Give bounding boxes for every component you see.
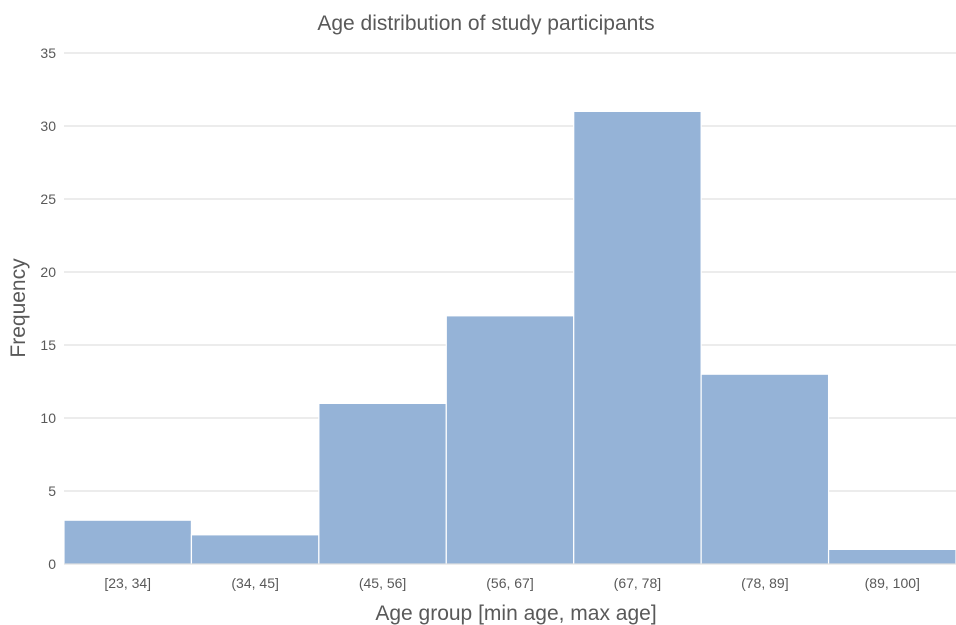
y-tick-label: 10 (40, 410, 56, 426)
bar (446, 316, 573, 564)
y-tick-label: 15 (40, 337, 56, 353)
chart-title: Age distribution of study participants (317, 12, 654, 35)
y-tick-label: 20 (40, 264, 56, 280)
x-tick-label: (89, 100] (865, 575, 920, 591)
x-tick-label: (45, 56] (359, 575, 406, 591)
y-tick-label: 25 (40, 191, 56, 207)
y-axis-title: Frequency (7, 258, 30, 358)
x-tick-label: (34, 45] (231, 575, 278, 591)
bar (64, 520, 191, 564)
y-tick-label: 35 (40, 45, 56, 61)
x-tick-label: (56, 67] (486, 575, 533, 591)
x-axis-ticks: [23, 34] (34, 45] (45, 56] (56, 67] (67, 78]… (104, 575, 920, 591)
bars (64, 111, 956, 564)
x-axis-title: Age group [min age, max age] (375, 602, 656, 625)
bar (319, 403, 446, 564)
x-tick-label: (78, 89] (741, 575, 788, 591)
x-tick-label: [23, 34] (104, 575, 151, 591)
bar (829, 549, 956, 564)
bar (191, 535, 318, 564)
y-tick-label: 5 (48, 483, 56, 499)
x-tick-label: (67, 78] (614, 575, 661, 591)
y-tick-label: 30 (40, 118, 56, 134)
y-axis-ticks: 0 5 10 15 20 25 30 35 (40, 45, 56, 572)
bar (701, 374, 828, 564)
y-tick-label: 0 (48, 556, 56, 572)
bar (574, 111, 701, 564)
